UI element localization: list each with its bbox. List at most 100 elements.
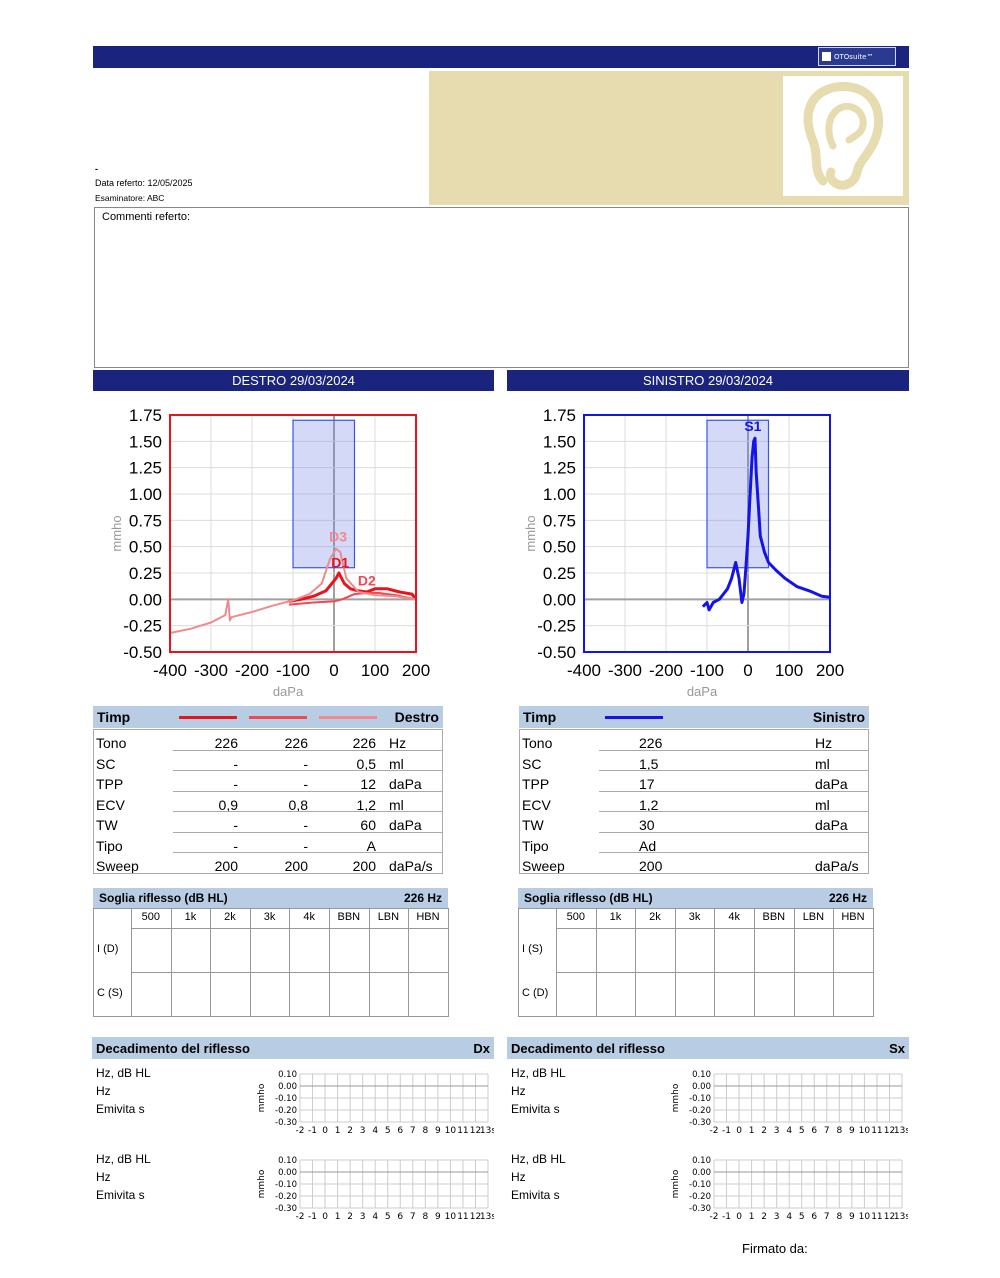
- decay-y-tick: -0.30: [275, 1204, 297, 1214]
- reflex-header-divider: [131, 908, 132, 928]
- timp-label: ECV: [522, 796, 551, 813]
- timp-row-divider: [173, 770, 443, 771]
- timp-value: daPa: [389, 817, 422, 833]
- timp-value: 200: [284, 858, 308, 874]
- y-tick-label: 0.50: [129, 538, 162, 557]
- legend-line-2: [249, 716, 307, 719]
- reflex-header-divider: [556, 908, 557, 928]
- timp-rows-right: Tono 226 226 226 Hz SC - - 0,5 ml TPP - - 12 daPa ECV 0,…: [93, 729, 443, 875]
- reflex-col-header: HBN: [416, 911, 440, 923]
- patient-dash: -: [95, 164, 98, 174]
- decay-y-tick: 0.00: [692, 1168, 711, 1178]
- timp-table-left: Timp Sinistro Tono 226 Hz SC 1,5 ml TPP 17 daPa E…: [519, 706, 869, 876]
- decay-x-tick: 6: [397, 1126, 403, 1136]
- decay-y-tick: 0.00: [278, 1082, 297, 1092]
- decay-x-tick: 10: [445, 1212, 457, 1222]
- reflex-cell: [249, 972, 291, 1017]
- reflex-row-label: I (D): [97, 943, 119, 955]
- left-tympanogram-svg: -400 -300 -200 -100 0 100 200 1.75 1.50 1.25 1.00 0…: [523, 406, 844, 699]
- timp-label: Sweep: [96, 858, 139, 874]
- reflex-row-label: C (D): [522, 987, 549, 999]
- plot-frame: [583, 414, 831, 653]
- decay-x-tick: 8: [422, 1212, 428, 1222]
- timp-value: daPa: [815, 776, 848, 792]
- x-tick-label: -400: [567, 661, 601, 680]
- timp-value: -: [233, 837, 238, 854]
- decay-x-tick: 0: [322, 1212, 328, 1222]
- timp-label: SC: [522, 755, 542, 772]
- report-date: Data referto: 12/05/2025: [95, 178, 193, 188]
- timp-label: Tipo: [96, 837, 123, 854]
- decay-x-tick: 10: [859, 1212, 871, 1222]
- reflex-cell: [833, 972, 874, 1017]
- timp-value: -: [233, 776, 238, 792]
- decay-x-tick: 5: [385, 1212, 391, 1222]
- decay-y-tick: -0.20: [689, 1192, 711, 1202]
- decay-line3: Emivita s: [96, 1188, 145, 1202]
- left-ear-header: SINISTRO 29/03/2024: [507, 370, 909, 391]
- reflex-cell: [635, 928, 676, 973]
- y-tick-label: 1.00: [543, 485, 576, 504]
- reflex-col-header: BBN: [762, 911, 786, 923]
- timp-value: 200: [214, 858, 238, 874]
- timp-row-divider: [173, 852, 443, 853]
- timp-label: Tono: [96, 735, 127, 751]
- x-axis-label: daPa: [687, 684, 718, 699]
- reflex-col-header: LBN: [802, 911, 825, 923]
- decay-line2: Hz: [511, 1170, 526, 1184]
- timp-row-sc: SC - - 0,5 ml: [93, 754, 443, 775]
- decay-x-tick: 1: [335, 1212, 341, 1222]
- signed-by: Firmato da:: [742, 1241, 808, 1256]
- timp-value: 1,5: [639, 755, 659, 772]
- decay-x-tick: -2: [296, 1126, 305, 1136]
- left-tympanogram: -400 -300 -200 -100 0 100 200 1.75 1.50 1.25 1.00 0…: [507, 400, 857, 704]
- reflex-col-header: 4k: [728, 911, 740, 923]
- reflex-col-header: BBN: [337, 911, 361, 923]
- reflex-cell: [368, 928, 410, 973]
- comments-box: Commenti referto:: [94, 207, 909, 368]
- decay-x-tick: 0: [322, 1126, 328, 1136]
- decay-x-tick: 13s: [480, 1126, 494, 1136]
- decay-line2: Hz: [96, 1170, 111, 1184]
- reflex-header-divider: [289, 908, 291, 928]
- y-axis-label: mmho: [109, 515, 124, 551]
- decay-x-tick: 9: [435, 1212, 441, 1222]
- timp-row-divider: [599, 811, 869, 812]
- reflex-col-header: 1k: [184, 911, 197, 923]
- decay-x-tick: 8: [422, 1126, 428, 1136]
- decay-header-left: Decadimento del riflesso Sx: [507, 1037, 909, 1059]
- otosuite-logo: OTOsuite™: [818, 47, 896, 66]
- decay-y-label: mmho: [671, 1083, 681, 1112]
- decay-x-tick: 5: [799, 1126, 805, 1136]
- decay-line3: Emivita s: [511, 1188, 560, 1202]
- decay-x-tick: 2: [761, 1126, 767, 1136]
- y-tick-label: 0.75: [129, 511, 162, 530]
- reflex-cell: [170, 972, 212, 1017]
- x-tick-label: -400: [153, 661, 187, 680]
- decay-x-tick: 4: [372, 1212, 378, 1222]
- timp-value: ml: [815, 796, 830, 813]
- decay-x-tick: 2: [761, 1212, 767, 1222]
- timp-row-divider: [599, 852, 869, 853]
- timp-value: 200: [352, 858, 376, 874]
- legend-line-1: [179, 716, 237, 719]
- decay-x-tick: 12: [884, 1126, 895, 1136]
- plot-frame: [169, 414, 417, 653]
- decay-y-label: mmho: [671, 1169, 681, 1198]
- reflex-header-divider: [793, 908, 795, 928]
- timp-value: ml: [389, 796, 404, 813]
- decay-x-tick: -1: [722, 1126, 731, 1136]
- x-tick-label: 100: [775, 661, 803, 680]
- right-tympanogram-svg: -400 -300 -200 -100 0 100 200 1.75 1.50 1.25 1.00 0…: [109, 406, 430, 699]
- examiner: Esaminatore: ABC: [95, 193, 165, 203]
- reflex-cell: [289, 972, 330, 1017]
- decay-x-tick: 7: [824, 1126, 830, 1136]
- timp-label: Tono: [522, 735, 553, 751]
- reflex-col-header: 1k: [609, 911, 622, 923]
- decay-x-tick: 10: [859, 1126, 871, 1136]
- timp-value: -: [233, 755, 238, 772]
- reflex-col-header: 2k: [224, 911, 236, 923]
- timp-value: 60: [360, 817, 376, 833]
- decay-chart: -2 -1 0 1 2 3 4 5 6 7 8 9 10 11 1213s0.100.00-0.10-0.2…: [257, 1156, 494, 1222]
- timp-value: -: [303, 776, 308, 792]
